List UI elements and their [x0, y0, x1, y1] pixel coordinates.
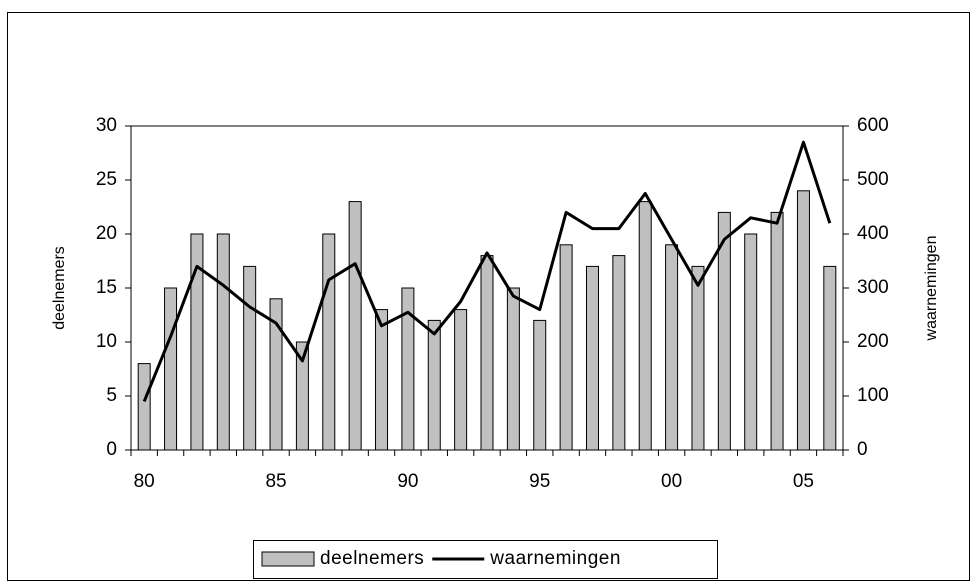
y2-tick-label: 100	[857, 385, 889, 406]
y-tick-label: 25	[96, 169, 117, 190]
bar	[480, 255, 494, 451]
bar	[744, 233, 758, 451]
y-tick-label: 10	[96, 331, 117, 352]
y2-tick-label: 300	[857, 277, 889, 298]
y-tick-label: 0	[106, 439, 117, 460]
legend-label: deelnemers	[320, 548, 424, 569]
y-tick-label: 30	[96, 115, 117, 136]
bar	[823, 265, 837, 451]
bar	[612, 255, 626, 451]
bar	[796, 190, 810, 451]
bar	[665, 244, 679, 451]
bar	[770, 211, 784, 451]
bar	[348, 201, 362, 451]
bar	[216, 233, 230, 451]
x-tick-label: 00	[661, 471, 682, 492]
y2-tick-label: 0	[857, 439, 868, 460]
y2-tick-label: 200	[857, 331, 889, 352]
bar	[506, 287, 520, 451]
x-tick-label: 85	[265, 471, 286, 492]
y-tick-label: 20	[96, 223, 117, 244]
y2-tick-label: 400	[857, 223, 889, 244]
x-tick-label: 95	[529, 471, 550, 492]
bar	[137, 363, 151, 451]
bar	[638, 201, 652, 451]
y2-tick-label: 600	[857, 115, 889, 136]
bar	[559, 244, 573, 451]
bar	[164, 287, 178, 451]
bar	[427, 319, 441, 451]
bar	[691, 265, 705, 451]
y2-tick-label: 500	[857, 169, 889, 190]
bar	[243, 265, 257, 451]
x-tick-label: 90	[397, 471, 418, 492]
x-tick-label: 05	[793, 471, 814, 492]
bar	[533, 319, 547, 451]
y-tick-label: 15	[96, 277, 117, 298]
bar	[375, 309, 389, 451]
y2-axis-title: waarnemingen	[923, 236, 940, 342]
y-tick-label: 5	[106, 385, 117, 406]
x-tick-label: 80	[134, 471, 155, 492]
legend-swatch	[261, 551, 315, 567]
y-axis-title: deelnemers	[51, 246, 68, 330]
legend-label: waarnemingen	[489, 548, 621, 569]
legend-box	[253, 540, 718, 579]
line	[142, 140, 832, 402]
bar	[322, 233, 336, 451]
bar	[454, 309, 468, 451]
bar	[585, 265, 599, 451]
